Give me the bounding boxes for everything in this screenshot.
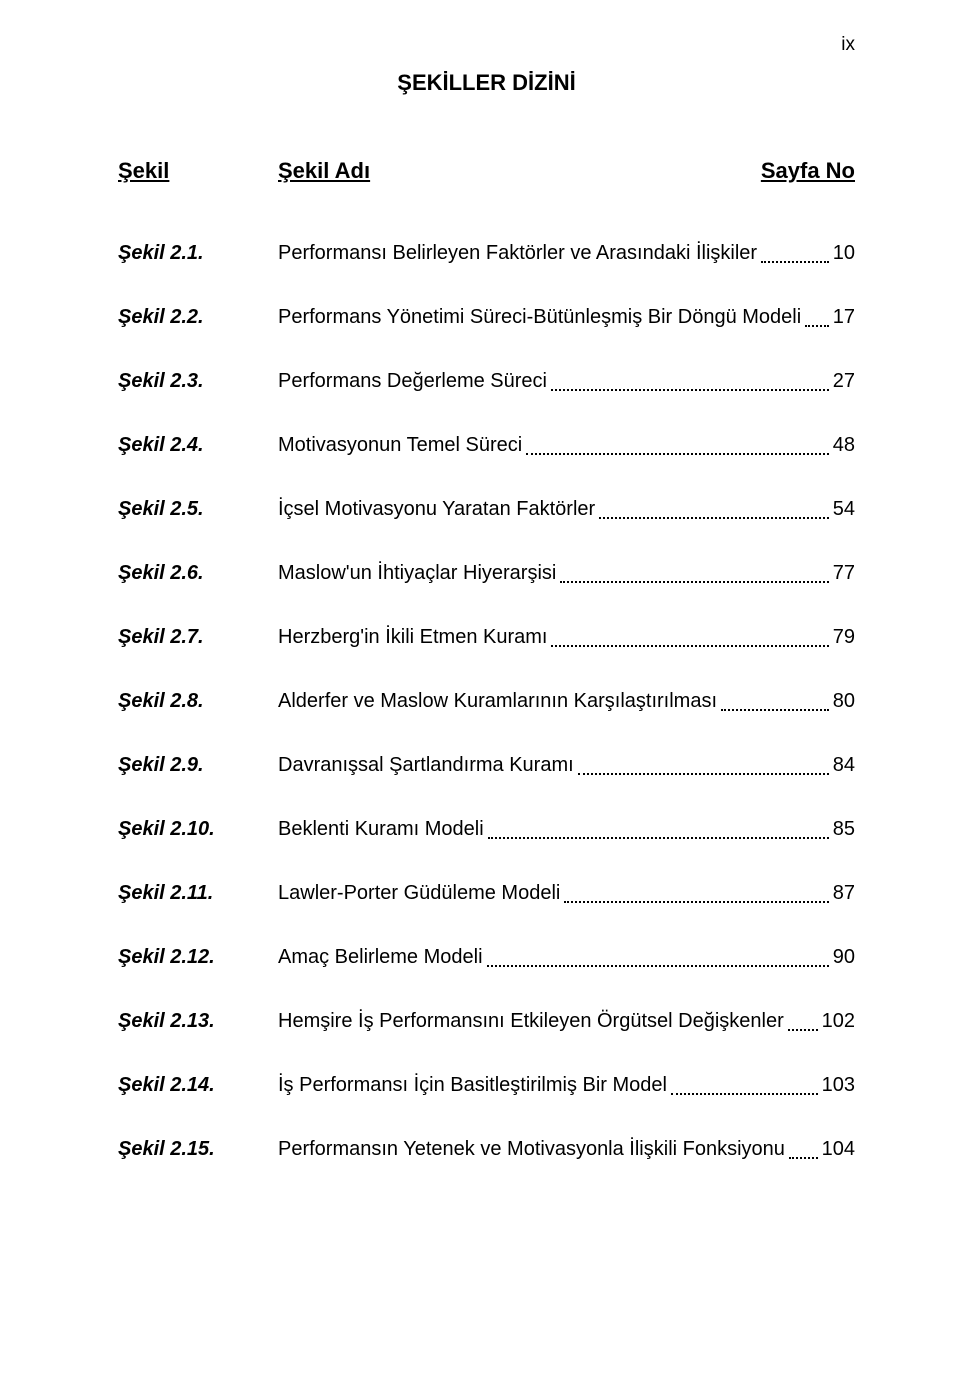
column-header-page: Sayfa No [745,158,855,184]
figure-entry-page: 104 [822,1136,855,1163]
figure-entry-label: Şekil 2.15. [118,1136,278,1163]
figure-entry: Şekil 2.11.Lawler-Porter Güdüleme Modeli… [118,880,855,907]
leader-dots [551,389,829,391]
figure-entry: Şekil 2.13.Hemşire İş Performansını Etki… [118,1008,855,1035]
figure-entry-content: Performans Değerleme Süreci 27 [278,368,855,395]
figure-entry-title: Beklenti Kuramı Modeli [278,816,484,843]
leader-dots [721,709,829,711]
leader-dots [487,965,829,967]
figure-entry: Şekil 2.12.Amaç Belirleme Modeli 90 [118,944,855,971]
figure-entry-label: Şekil 2.5. [118,496,278,523]
figure-entry-content: Maslow'un İhtiyaçlar Hiyerarşisi 77 [278,560,855,587]
figure-entry-page: 84 [833,752,855,779]
figure-entry: Şekil 2.4.Motivasyonun Temel Süreci 48 [118,432,855,459]
figure-entry-title: İş Performansı İçin Basitleştirilmiş Bir… [278,1072,667,1099]
figure-entry-page: 77 [833,560,855,587]
figure-entry-title: Hemşire İş Performansını Etkileyen Örgüt… [278,1008,784,1035]
figure-entry-title: Performans Değerleme Süreci [278,368,547,395]
figure-entries-container: Şekil 2.1.Performansı Belirleyen Faktörl… [118,240,855,1163]
figure-entry-content: Alderfer ve Maslow Kuramlarının Karşılaş… [278,688,855,715]
figure-entry-page: 103 [822,1072,855,1099]
figure-entry-content: Herzberg'in İkili Etmen Kuramı 79 [278,624,855,651]
figure-entry-page: 17 [833,304,855,331]
figure-entry-page: 48 [833,432,855,459]
figure-entry-label: Şekil 2.12. [118,944,278,971]
figure-entry-page: 102 [822,1008,855,1035]
figure-entry-label: Şekil 2.3. [118,368,278,395]
figure-entry-page: 27 [833,368,855,395]
figure-entry-label: Şekil 2.10. [118,816,278,843]
leader-dots [761,261,829,263]
figure-entry-content: Davranışsal Şartlandırma Kuramı 84 [278,752,855,779]
leader-dots [551,645,828,647]
figure-entry-title: Performansın Yetenek ve Motivasyonla İli… [278,1136,785,1163]
figure-entry-content: Amaç Belirleme Modeli 90 [278,944,855,971]
leader-dots [788,1029,818,1031]
figure-entry-label: Şekil 2.1. [118,240,278,267]
figure-entry-page: 79 [833,624,855,651]
leader-dots [560,581,828,583]
figure-entry-content: Lawler-Porter Güdüleme Modeli 87 [278,880,855,907]
figure-entry: Şekil 2.1.Performansı Belirleyen Faktörl… [118,240,855,267]
figure-entry-title: Alderfer ve Maslow Kuramlarının Karşılaş… [278,688,717,715]
figure-entry-content: Performansın Yetenek ve Motivasyonla İli… [278,1136,855,1163]
leader-dots [789,1157,818,1159]
figure-entry-page: 87 [833,880,855,907]
figure-entry-title: İçsel Motivasyonu Yaratan Faktörler [278,496,595,523]
figure-entry-page: 54 [833,496,855,523]
figure-entry-title: Herzberg'in İkili Etmen Kuramı [278,624,547,651]
figure-entry-label: Şekil 2.8. [118,688,278,715]
figure-entry-page: 10 [833,240,855,267]
list-of-figures-title: ŞEKİLLER DİZİNİ [118,70,855,96]
figure-entry-content: Beklenti Kuramı Modeli 85 [278,816,855,843]
figure-entry-label: Şekil 2.7. [118,624,278,651]
figure-entry-label: Şekil 2.2. [118,304,278,331]
figure-entry: Şekil 2.6.Maslow'un İhtiyaçlar Hiyerarşi… [118,560,855,587]
figure-entry-title: Performans Yönetimi Süreci-Bütünleşmiş B… [278,304,801,331]
figure-entry: Şekil 2.10.Beklenti Kuramı Modeli 85 [118,816,855,843]
column-header-row: Şekil Şekil Adı Sayfa No [118,158,855,184]
figure-entry-title: Motivasyonun Temel Süreci [278,432,522,459]
leader-dots [526,453,829,455]
figure-entry: Şekil 2.9.Davranışsal Şartlandırma Kuram… [118,752,855,779]
figure-entry-title: Performansı Belirleyen Faktörler ve Aras… [278,240,757,267]
figure-entry-page: 85 [833,816,855,843]
figure-entry-content: Performans Yönetimi Süreci-Bütünleşmiş B… [278,304,855,331]
figure-entry-content: İçsel Motivasyonu Yaratan Faktörler 54 [278,496,855,523]
figure-entry-title: Amaç Belirleme Modeli [278,944,483,971]
figure-entry: Şekil 2.7.Herzberg'in İkili Etmen Kuramı… [118,624,855,651]
figure-entry: Şekil 2.5.İçsel Motivasyonu Yaratan Fakt… [118,496,855,523]
figure-entry-label: Şekil 2.13. [118,1008,278,1035]
figure-entry: Şekil 2.3.Performans Değerleme Süreci 27 [118,368,855,395]
figure-entry-label: Şekil 2.6. [118,560,278,587]
column-header-sekil: Şekil [118,158,278,184]
figure-entry-label: Şekil 2.9. [118,752,278,779]
figure-entry-title: Davranışsal Şartlandırma Kuramı [278,752,574,779]
figure-entry-title: Maslow'un İhtiyaçlar Hiyerarşisi [278,560,556,587]
figure-entry-content: Performansı Belirleyen Faktörler ve Aras… [278,240,855,267]
leader-dots [488,837,829,839]
figure-entry: Şekil 2.2.Performans Yönetimi Süreci-Büt… [118,304,855,331]
leader-dots [805,325,829,327]
leader-dots [578,773,829,775]
leader-dots [564,901,828,903]
figure-entry-content: Hemşire İş Performansını Etkileyen Örgüt… [278,1008,855,1035]
figure-entry-page: 80 [833,688,855,715]
figure-entry-content: Motivasyonun Temel Süreci 48 [278,432,855,459]
figure-entry: Şekil 2.15.Performansın Yetenek ve Motiv… [118,1136,855,1163]
figure-entry-page: 90 [833,944,855,971]
figure-entry-label: Şekil 2.14. [118,1072,278,1099]
figure-entry: Şekil 2.8.Alderfer ve Maslow Kuramlarını… [118,688,855,715]
column-header-name: Şekil Adı [278,158,745,184]
figure-entry-label: Şekil 2.11. [118,880,278,907]
leader-dots [671,1093,818,1095]
leader-dots [599,517,829,519]
figure-entry-title: Lawler-Porter Güdüleme Modeli [278,880,560,907]
figure-entry: Şekil 2.14.İş Performansı İçin Basitleşt… [118,1072,855,1099]
figure-entry-content: İş Performansı İçin Basitleştirilmiş Bir… [278,1072,855,1099]
page-number-roman: ix [841,34,855,56]
figure-entry-label: Şekil 2.4. [118,432,278,459]
